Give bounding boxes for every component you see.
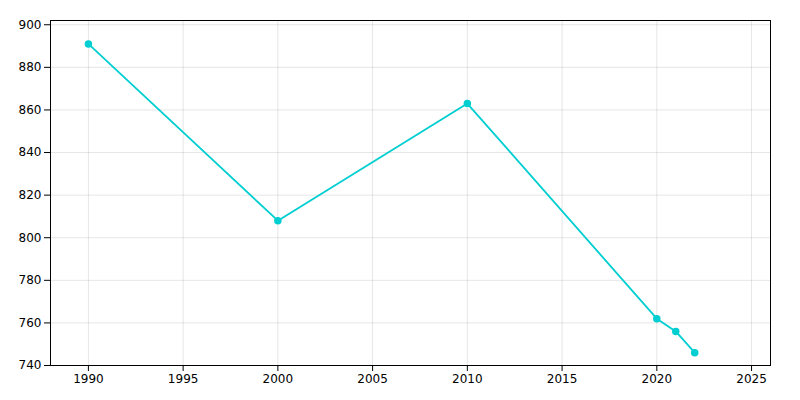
svg-text:820: 820 <box>19 188 42 202</box>
svg-text:1995: 1995 <box>168 372 199 386</box>
svg-text:2010: 2010 <box>452 372 483 386</box>
svg-text:2000: 2000 <box>263 372 294 386</box>
svg-text:840: 840 <box>19 145 42 159</box>
svg-text:900: 900 <box>19 18 42 32</box>
svg-text:2005: 2005 <box>357 372 388 386</box>
svg-text:2015: 2015 <box>547 372 578 386</box>
svg-text:740: 740 <box>19 358 42 372</box>
svg-text:2025: 2025 <box>736 372 767 386</box>
svg-text:1990: 1990 <box>73 372 104 386</box>
svg-text:860: 860 <box>19 103 42 117</box>
svg-text:800: 800 <box>19 231 42 245</box>
svg-text:760: 760 <box>19 316 42 330</box>
svg-text:780: 780 <box>19 273 42 287</box>
svg-text:880: 880 <box>19 60 42 74</box>
svg-text:2020: 2020 <box>642 372 673 386</box>
